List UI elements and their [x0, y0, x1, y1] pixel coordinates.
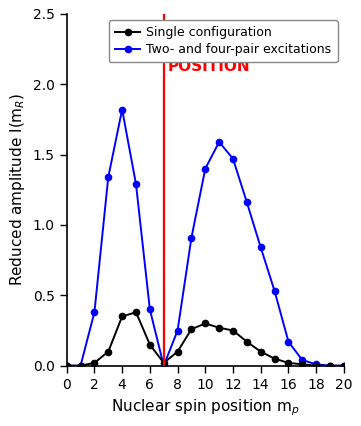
Single configuration: [286, 360, 291, 366]
Two- and four-pair excitations: [314, 362, 318, 367]
Single configuration: [162, 360, 166, 366]
Single configuration: [148, 342, 152, 347]
Single configuration: [92, 360, 97, 366]
Two- and four-pair excitations: [106, 175, 110, 180]
Single configuration: [134, 310, 138, 315]
Single configuration: [231, 328, 235, 333]
Text: POSITION: POSITION: [168, 59, 251, 74]
Single configuration: [120, 314, 124, 319]
Single configuration: [106, 349, 110, 354]
Two- and four-pair excitations: [231, 156, 235, 161]
Two- and four-pair excitations: [175, 328, 180, 333]
Single configuration: [203, 321, 208, 326]
Two- and four-pair excitations: [273, 288, 277, 294]
Two- and four-pair excitations: [342, 363, 346, 368]
Single configuration: [175, 349, 180, 354]
Two- and four-pair excitations: [328, 363, 332, 368]
Two- and four-pair excitations: [148, 307, 152, 312]
Single configuration: [65, 363, 69, 368]
Two- and four-pair excitations: [162, 363, 166, 368]
Single configuration: [217, 325, 221, 330]
Text: DOMAIN WALL: DOMAIN WALL: [168, 31, 291, 46]
Two- and four-pair excitations: [258, 245, 263, 250]
Line: Two- and four-pair excitations: Two- and four-pair excitations: [64, 106, 347, 369]
Two- and four-pair excitations: [78, 363, 83, 368]
Y-axis label: Reduced amplitude I(m$_R$): Reduced amplitude I(m$_R$): [8, 93, 27, 287]
Single configuration: [300, 362, 304, 367]
Two- and four-pair excitations: [203, 166, 208, 171]
Single configuration: [78, 363, 83, 368]
Single configuration: [328, 363, 332, 368]
Two- and four-pair excitations: [286, 339, 291, 344]
Two- and four-pair excitations: [92, 310, 97, 315]
Single configuration: [314, 363, 318, 368]
Two- and four-pair excitations: [189, 235, 193, 240]
Single configuration: [189, 327, 193, 332]
Single configuration: [273, 356, 277, 361]
Two- and four-pair excitations: [245, 200, 249, 205]
Two- and four-pair excitations: [300, 357, 304, 363]
Two- and four-pair excitations: [134, 181, 138, 187]
Two- and four-pair excitations: [120, 107, 124, 112]
X-axis label: Nuclear spin position m$_p$: Nuclear spin position m$_p$: [111, 397, 300, 417]
Single configuration: [258, 349, 263, 354]
Single configuration: [245, 339, 249, 344]
Single configuration: [342, 363, 346, 368]
Line: Single configuration: Single configuration: [64, 309, 347, 369]
Legend: Single configuration, Two- and four-pair excitations: Single configuration, Two- and four-pair…: [109, 20, 338, 62]
Two- and four-pair excitations: [65, 363, 69, 368]
Two- and four-pair excitations: [217, 139, 221, 144]
